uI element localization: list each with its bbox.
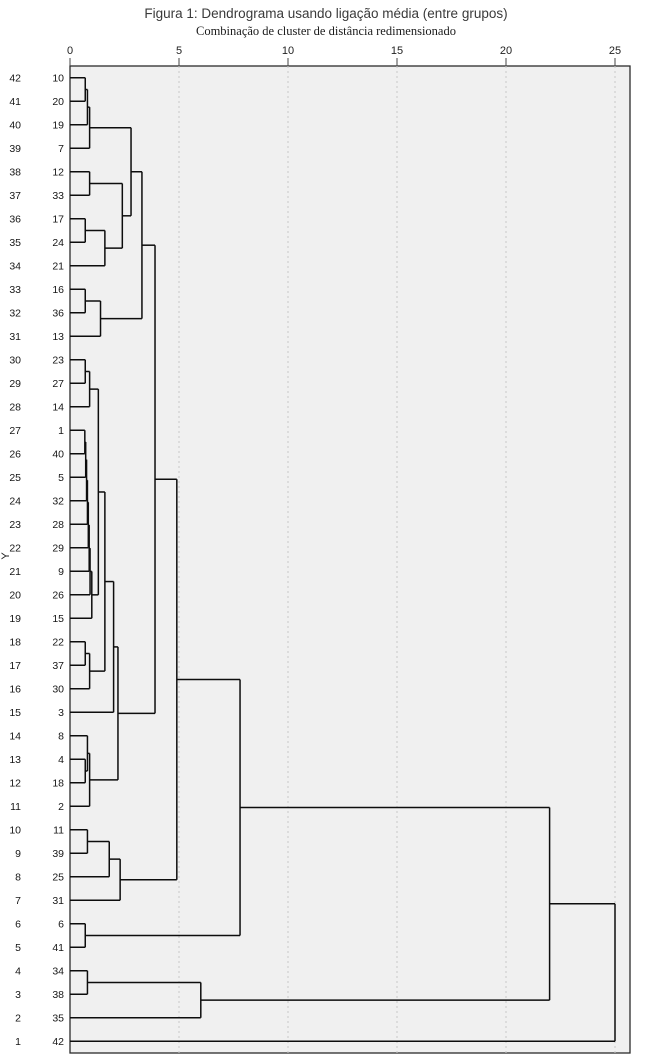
row-case-label: 9 bbox=[58, 566, 64, 578]
row-case-label: 31 bbox=[52, 895, 64, 907]
row-case-label: 20 bbox=[52, 96, 64, 108]
row-case-label: 13 bbox=[52, 331, 64, 343]
row-index-label: 40 bbox=[9, 119, 21, 131]
row-case-label: 26 bbox=[52, 589, 64, 601]
row-index-label: 19 bbox=[9, 613, 21, 625]
row-index-label: 31 bbox=[9, 331, 21, 343]
row-index-label: 23 bbox=[9, 519, 21, 531]
row-index-label: 14 bbox=[9, 730, 21, 742]
row-index-label: 28 bbox=[9, 401, 21, 413]
row-case-label: 18 bbox=[52, 777, 64, 789]
row-index-label: 26 bbox=[9, 448, 21, 460]
row-case-label: 16 bbox=[52, 284, 64, 296]
x-tick-label: 0 bbox=[67, 45, 73, 57]
x-tick-label: 20 bbox=[500, 45, 512, 57]
row-index-label: 34 bbox=[9, 260, 21, 272]
row-case-label: 39 bbox=[52, 848, 64, 860]
row-index-label: 27 bbox=[9, 425, 21, 437]
row-index-label: 4 bbox=[15, 965, 21, 977]
row-index-label: 22 bbox=[9, 542, 21, 554]
row-case-label: 21 bbox=[52, 260, 64, 272]
row-index-label: 41 bbox=[9, 96, 21, 108]
row-case-label: 23 bbox=[52, 354, 64, 366]
row-case-label: 33 bbox=[52, 190, 64, 202]
row-index-label: 17 bbox=[9, 660, 21, 672]
row-index-label: 15 bbox=[9, 707, 21, 719]
plot-area bbox=[69, 65, 631, 1054]
row-case-label: 19 bbox=[52, 119, 64, 131]
row-case-label: 6 bbox=[58, 918, 64, 930]
x-tick-label: 25 bbox=[609, 45, 621, 57]
row-case-label: 15 bbox=[52, 613, 64, 625]
row-case-label: 27 bbox=[52, 378, 64, 390]
row-case-label: 32 bbox=[52, 495, 64, 507]
row-index-label: 42 bbox=[9, 72, 21, 84]
x-axis: 0 5 10 15 20 25 bbox=[67, 45, 621, 66]
row-index-label: 29 bbox=[9, 378, 21, 390]
figure-subtitle: Combinação de cluster de distância redim… bbox=[196, 24, 456, 38]
row-index-label: 12 bbox=[9, 777, 21, 789]
row-case-label: 22 bbox=[52, 636, 64, 648]
row-index-label: 20 bbox=[9, 589, 21, 601]
dendrogram-tree bbox=[70, 77, 616, 1042]
row-case-label: 24 bbox=[52, 237, 64, 249]
row-case-label: 17 bbox=[52, 213, 64, 225]
row-case-label: 7 bbox=[58, 143, 64, 155]
row-case-label: 11 bbox=[53, 824, 64, 836]
row-index-label: 32 bbox=[9, 307, 21, 319]
row-index-label: 5 bbox=[15, 942, 21, 954]
row-index-label: 24 bbox=[9, 495, 21, 507]
row-case-label: 29 bbox=[52, 542, 64, 554]
row-index-label: 9 bbox=[15, 848, 21, 860]
row-case-label: 34 bbox=[52, 965, 64, 977]
row-index-label: 2 bbox=[15, 1012, 21, 1024]
row-case-label: 14 bbox=[52, 401, 64, 413]
row-case-label: 1 bbox=[58, 425, 64, 437]
row-index-label: 11 bbox=[10, 801, 21, 813]
x-tick-label: 15 bbox=[391, 45, 403, 57]
row-case-label: 37 bbox=[52, 660, 64, 672]
x-tick-label: 5 bbox=[176, 45, 182, 57]
row-index-label: 30 bbox=[9, 354, 21, 366]
row-index-label: 25 bbox=[9, 472, 21, 484]
row-case-label: 30 bbox=[52, 683, 64, 695]
row-index-label: 3 bbox=[15, 989, 21, 1001]
x-tick-label: 10 bbox=[282, 45, 294, 57]
row-index-label: 7 bbox=[15, 895, 21, 907]
row-index-label: 6 bbox=[15, 918, 21, 930]
row-index-label: 18 bbox=[9, 636, 21, 648]
row-case-label: 42 bbox=[52, 1036, 64, 1048]
row-index-label: 16 bbox=[9, 683, 21, 695]
row-case-label: 40 bbox=[52, 448, 64, 460]
row-case-label: 12 bbox=[52, 166, 64, 178]
row-index-label: 36 bbox=[9, 213, 21, 225]
row-index-label: 1 bbox=[15, 1036, 21, 1048]
row-case-label: 8 bbox=[58, 730, 64, 742]
row-case-label: 2 bbox=[58, 801, 64, 813]
row-case-label: 35 bbox=[52, 1012, 64, 1024]
row-case-label: 36 bbox=[52, 307, 64, 319]
figure-title: Figura 1: Dendrograma usando ligação méd… bbox=[144, 6, 507, 21]
row-index-label: 38 bbox=[9, 166, 21, 178]
row-case-label: 10 bbox=[52, 72, 64, 84]
row-index-label: 39 bbox=[9, 143, 21, 155]
row-index-label: 37 bbox=[9, 190, 21, 202]
row-index-label: 33 bbox=[9, 284, 21, 296]
row-index-label: 21 bbox=[9, 566, 21, 578]
row-case-label: 38 bbox=[52, 989, 64, 1001]
row-case-label: 28 bbox=[52, 519, 64, 531]
row-case-label: 25 bbox=[52, 871, 64, 883]
row-case-label: 5 bbox=[58, 472, 64, 484]
row-index-label: 10 bbox=[9, 824, 21, 836]
y-axis-label: Y bbox=[0, 552, 12, 560]
row-index-label: 35 bbox=[9, 237, 21, 249]
row-index-label: 13 bbox=[9, 754, 21, 766]
row-index-label: 8 bbox=[15, 871, 21, 883]
row-case-label: 4 bbox=[58, 754, 64, 766]
row-case-label: 3 bbox=[58, 707, 64, 719]
row-case-label: 41 bbox=[52, 942, 64, 954]
